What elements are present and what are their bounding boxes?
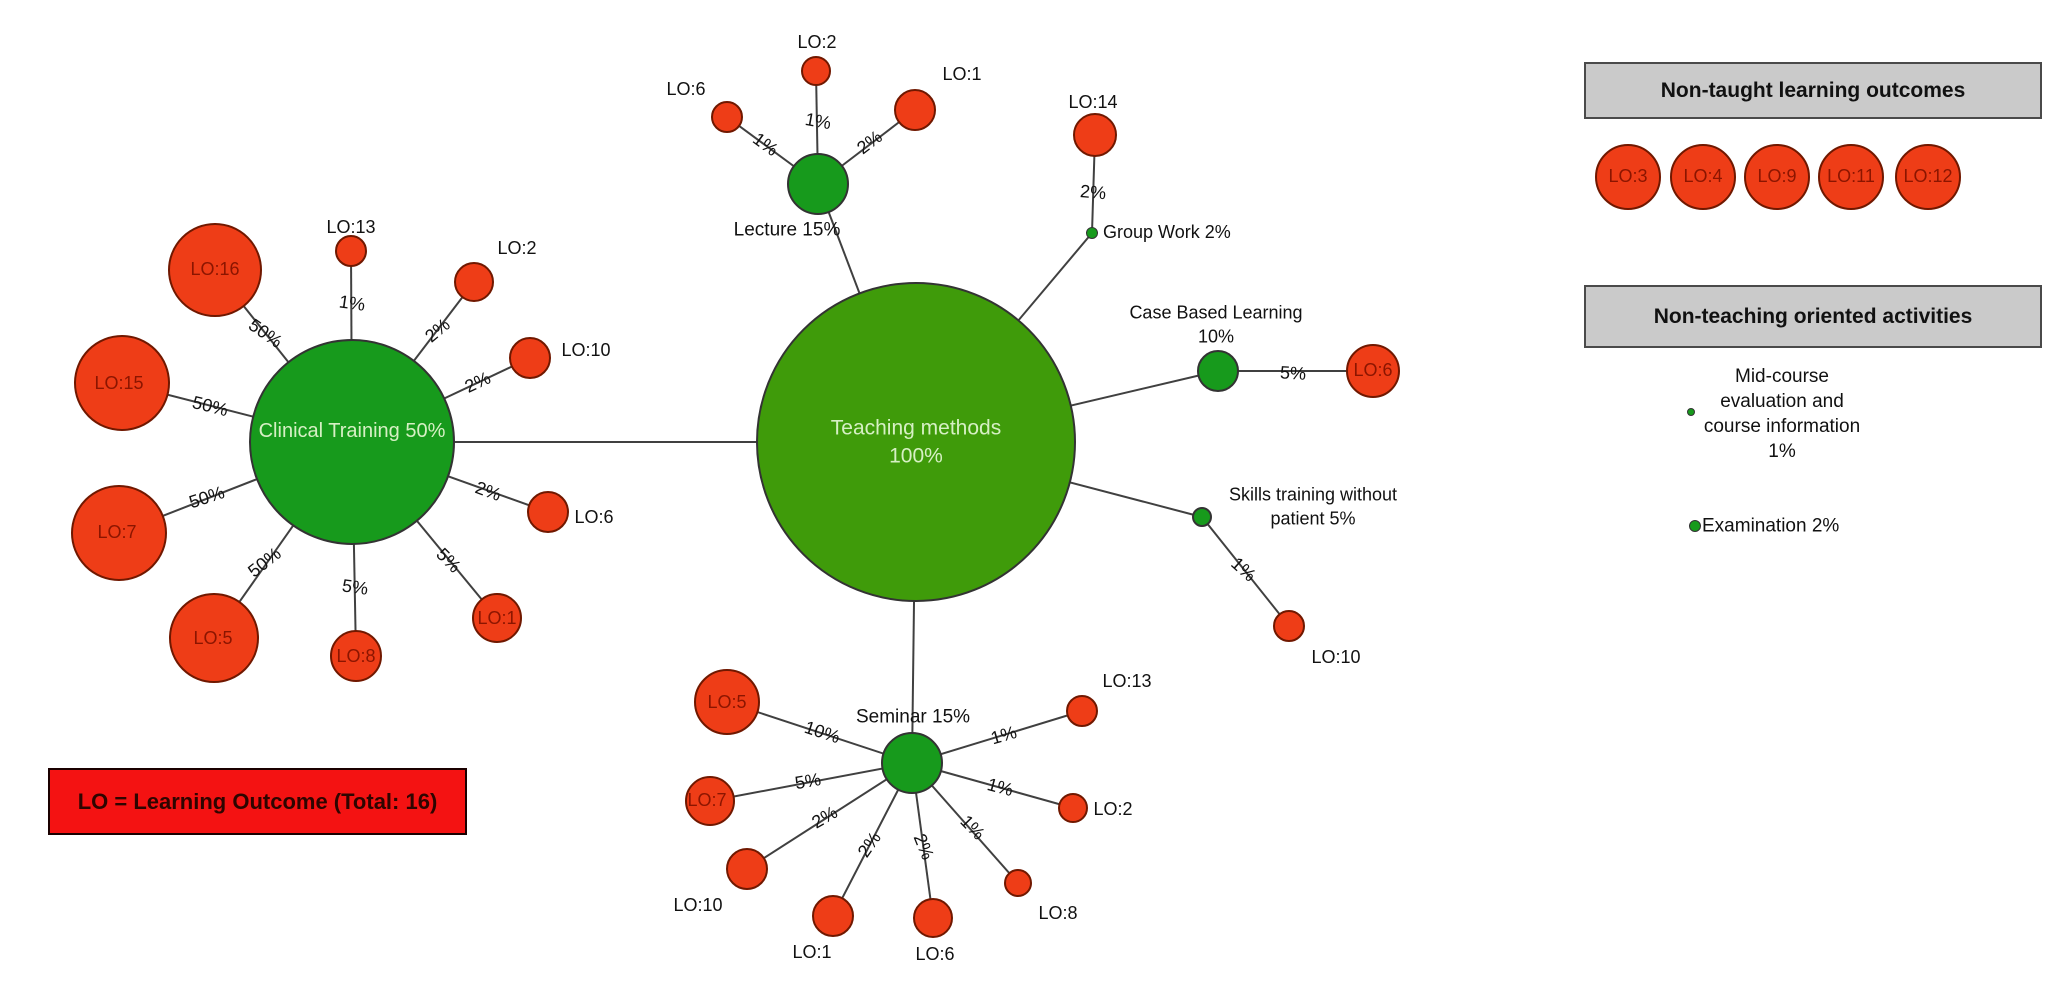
skills-lo10-node bbox=[1273, 610, 1305, 642]
examination-dot bbox=[1689, 520, 1701, 532]
clinical-lo7-node bbox=[71, 485, 167, 581]
lecture-lo1-node bbox=[894, 89, 936, 131]
clinical-lo10-node bbox=[509, 337, 551, 379]
seminar-lo2-node bbox=[1058, 793, 1088, 823]
seminar-lo13-node bbox=[1066, 695, 1098, 727]
clinical-training-node bbox=[249, 339, 455, 545]
non-teaching-header: Non-teaching oriented activities bbox=[1584, 285, 2042, 348]
lecture-node bbox=[787, 153, 849, 215]
seminar-node bbox=[881, 732, 943, 794]
clinical-lo5-node bbox=[169, 593, 259, 683]
seminar-lo7-node bbox=[685, 776, 735, 826]
lecture-lo2-node bbox=[801, 56, 831, 86]
case-based-learning-node bbox=[1197, 350, 1239, 392]
clinical-lo13-node bbox=[335, 235, 367, 267]
edge-line bbox=[1201, 516, 1290, 627]
seminar-lo5-node bbox=[694, 669, 760, 735]
seminar-lo1-node bbox=[812, 895, 854, 937]
seminar-lo8-node bbox=[1004, 869, 1032, 897]
lecture-lo6-node bbox=[711, 101, 743, 133]
skills-training-node bbox=[1192, 507, 1212, 527]
clinical-lo8-node bbox=[330, 630, 382, 682]
edge-line bbox=[709, 762, 913, 802]
legend-label: LO = Learning Outcome (Total: 16) bbox=[77, 788, 438, 814]
teaching-methods-node bbox=[756, 282, 1076, 602]
nontaught-lo3-node bbox=[1595, 144, 1661, 210]
nontaught-lo9-node bbox=[1744, 144, 1810, 210]
groupwork-lo14-node bbox=[1073, 113, 1117, 157]
non-teaching-header-label: Non-teaching oriented activities bbox=[1653, 304, 1973, 328]
nontaught-lo4-node bbox=[1670, 144, 1736, 210]
legend-box: LO = Learning Outcome (Total: 16) bbox=[48, 768, 467, 835]
non-taught-header: Non-taught learning outcomes bbox=[1584, 62, 2042, 119]
nontaught-lo11-node bbox=[1818, 144, 1884, 210]
cbl-lo6-node bbox=[1346, 344, 1400, 398]
non-taught-header-label: Non-taught learning outcomes bbox=[1660, 78, 1966, 102]
edge-line bbox=[746, 762, 913, 870]
clinical-lo15-node bbox=[74, 335, 170, 431]
seminar-lo10-node bbox=[726, 848, 768, 890]
clinical-lo2-node bbox=[454, 262, 494, 302]
clinical-lo1-node bbox=[472, 593, 522, 643]
seminar-lo6-node bbox=[913, 898, 953, 938]
nontaught-lo12-node bbox=[1895, 144, 1961, 210]
group-work-node bbox=[1086, 227, 1098, 239]
mid-course-dot bbox=[1687, 408, 1695, 416]
clinical-lo16-node bbox=[168, 223, 262, 317]
clinical-lo6-node bbox=[527, 491, 569, 533]
